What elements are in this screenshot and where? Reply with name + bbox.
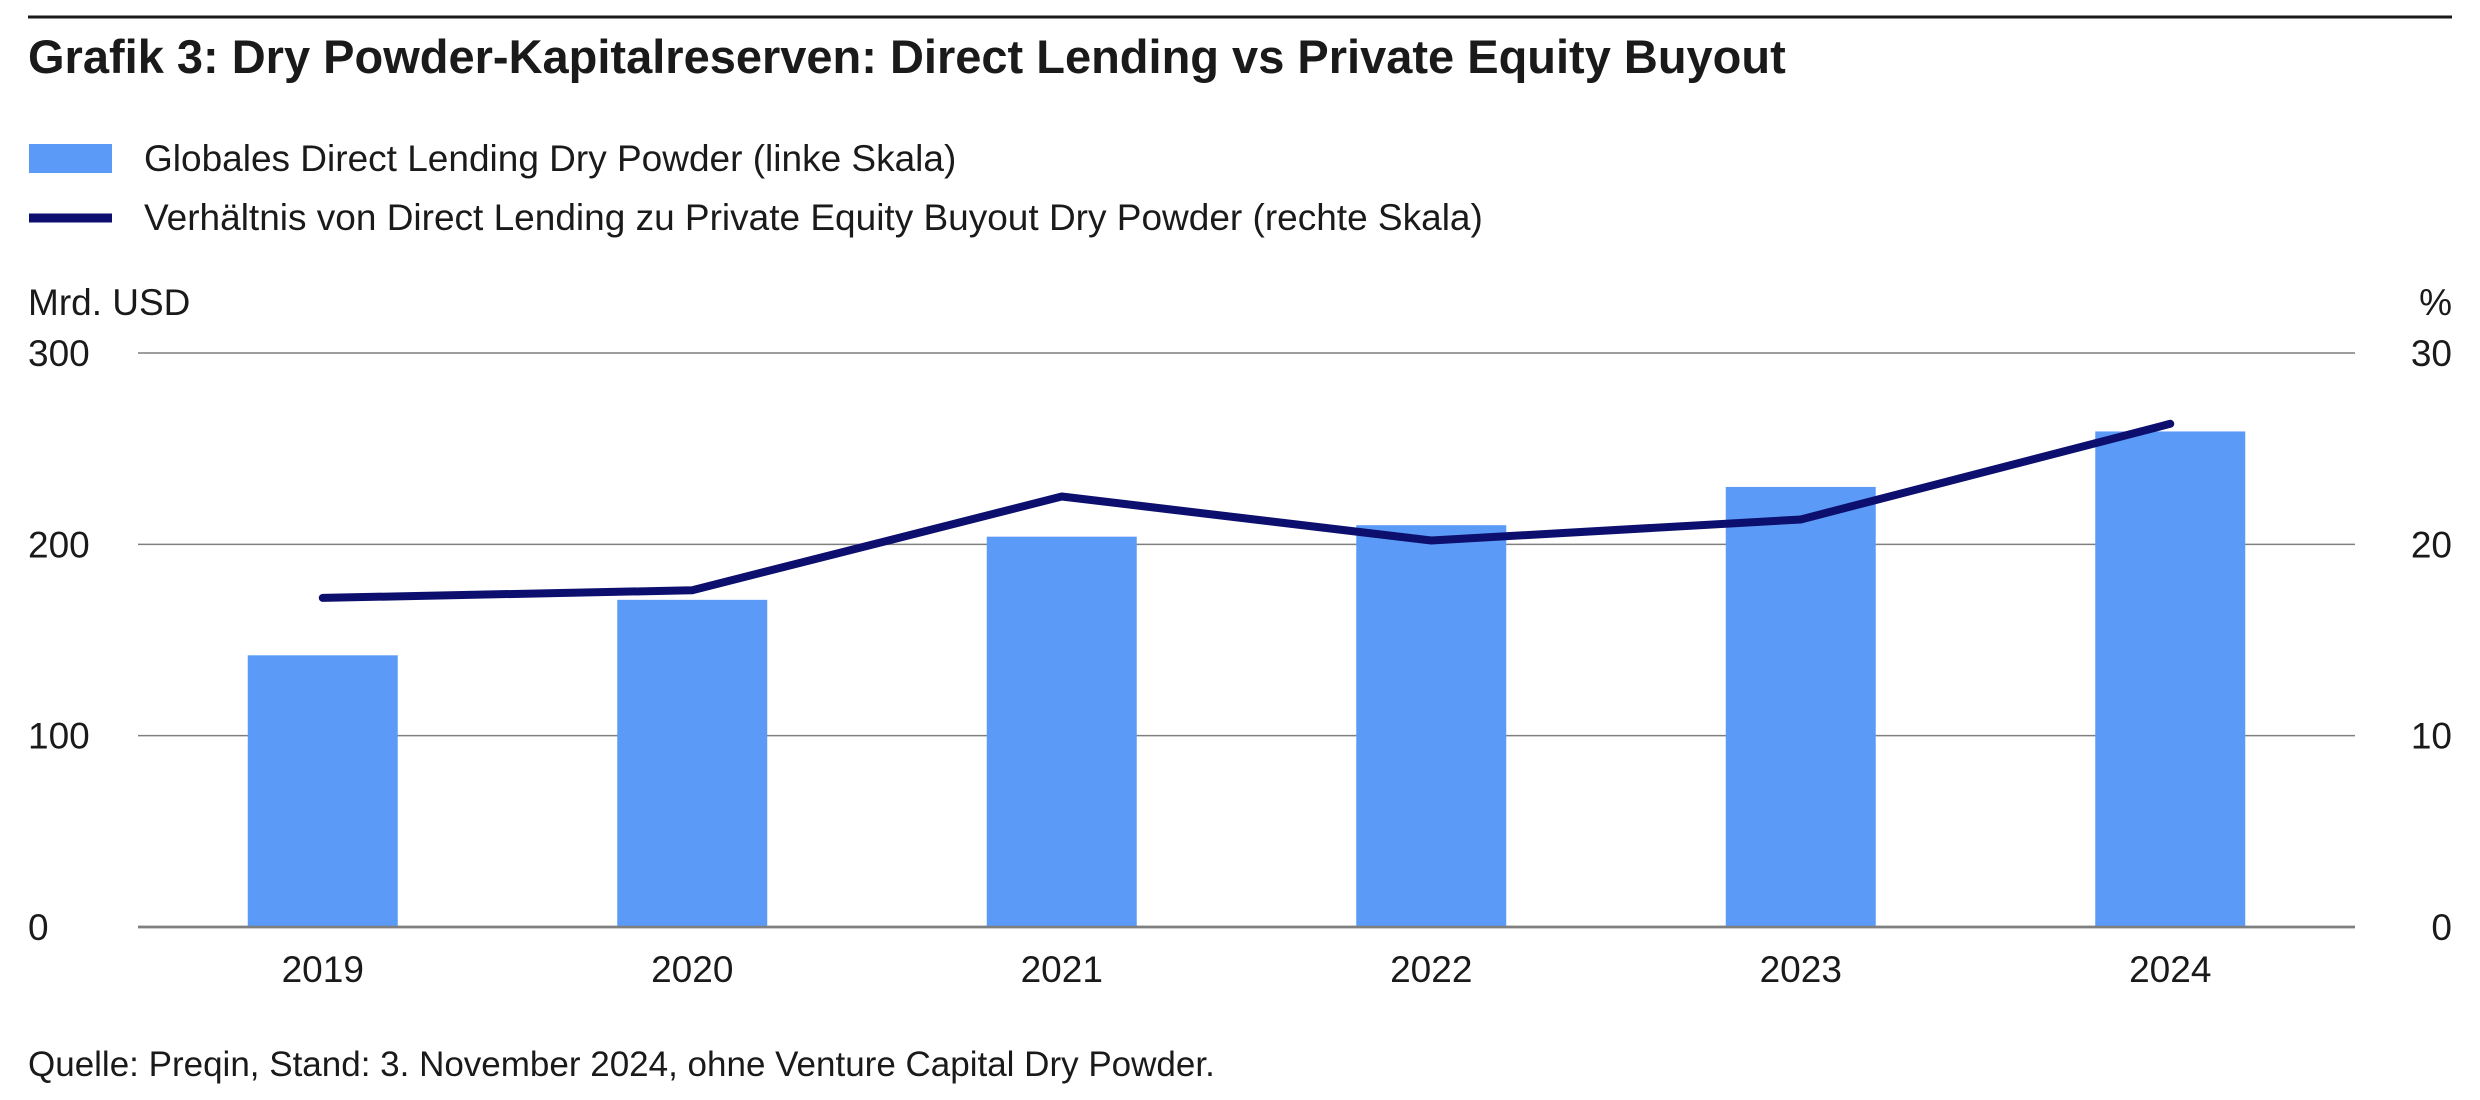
x-tick-label: 2022 [1390, 949, 1472, 990]
ratio-line [318, 419, 2175, 602]
bar-2020 [617, 599, 768, 927]
legend-label-bar: Globales Direct Lending Dry Powder (link… [144, 138, 956, 179]
right-tick-label: 30 [2411, 333, 2452, 374]
right-axis-ticks: 0 10 20 30 [2411, 333, 2452, 948]
left-axis-ticks: 0 100 200 300 [28, 333, 90, 948]
left-tick-label: 300 [28, 333, 90, 374]
bar-2023 [1725, 486, 1876, 927]
x-tick-label: 2024 [2129, 949, 2211, 990]
gridlines [138, 352, 2355, 929]
x-tick-label: 2019 [282, 949, 364, 990]
bar-series [138, 431, 2355, 929]
legend-label-line: Verhältnis von Direct Lending zu Private… [144, 197, 1483, 238]
left-tick-label: 100 [28, 716, 90, 757]
x-axis-ticks: 2019 2020 2021 2022 2023 2024 [282, 949, 2212, 990]
right-axis-unit: % [2419, 282, 2452, 323]
bar-2019 [247, 655, 398, 927]
right-tick-label: 10 [2411, 716, 2452, 757]
chart-title: Grafik 3: Dry Powder-Kapitalreserven: Di… [28, 30, 1786, 83]
source-note: Quelle: Preqin, Stand: 3. November 2024,… [28, 1045, 1215, 1084]
left-axis-unit: Mrd. USD [28, 282, 190, 323]
x-tick-label: 2020 [651, 949, 733, 990]
bar-2021 [986, 536, 1137, 927]
legend: Globales Direct Lending Dry Powder (link… [29, 138, 1483, 238]
x-tick-label: 2021 [1021, 949, 1103, 990]
right-tick-label: 0 [2431, 907, 2452, 948]
line-series [318, 419, 2175, 602]
x-tick-label: 2023 [1760, 949, 1842, 990]
left-tick-label: 200 [28, 524, 90, 565]
legend-swatch-bar [29, 144, 112, 173]
right-tick-label: 20 [2411, 524, 2452, 565]
left-tick-label: 0 [28, 907, 49, 948]
bar-2024 [2095, 431, 2246, 927]
bar-2022 [1356, 525, 1507, 927]
